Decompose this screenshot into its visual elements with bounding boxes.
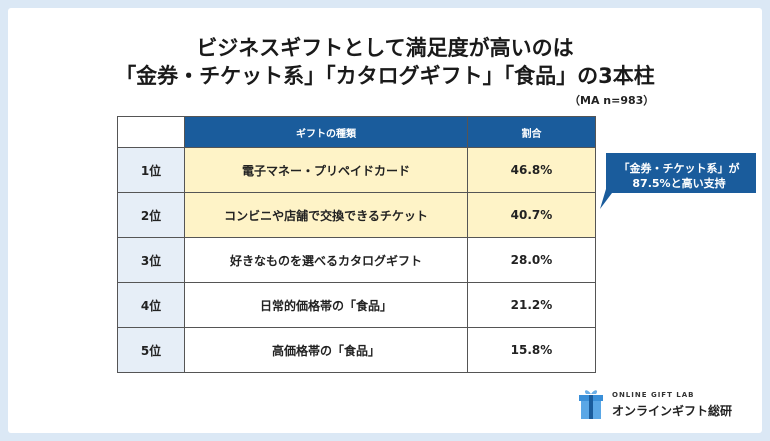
table-row: 5位 高価格帯の「食品」 15.8%	[117, 327, 596, 373]
logo-name: オンラインギフト総研	[612, 404, 733, 418]
brand-logo: ONLINE GIFT LAB オンラインギフト総研	[578, 384, 758, 424]
callout-shape	[600, 153, 756, 209]
table-row: 4位 日常的価格帯の「食品」 21.2%	[117, 282, 596, 328]
rank-cell: 5位	[117, 327, 185, 373]
gift-name-cell: 日常的価格帯の「食品」	[184, 282, 468, 328]
rank-cell: 4位	[117, 282, 185, 328]
table-row: 1位 電子マネー・プリペイドカード 46.8%	[117, 147, 596, 193]
logo-subtitle: ONLINE GIFT LAB	[612, 391, 695, 399]
percentage-cell: 40.7%	[467, 192, 596, 238]
chart-title-line1: ビジネスギフトとして満足度が高いのは	[196, 36, 574, 60]
percentage-cell: 28.0%	[467, 237, 596, 283]
percentage-cell: 21.2%	[467, 282, 596, 328]
percentage-cell: 46.8%	[467, 147, 596, 193]
gift-name-cell: 高価格帯の「食品」	[184, 327, 468, 373]
callout-line2: 87.5%と高い支持	[632, 177, 726, 190]
callout-box: 「金券・チケット系」が 87.5%と高い支持	[600, 153, 756, 209]
rank-cell: 2位	[117, 192, 185, 238]
callout-text: 「金券・チケット系」が 87.5%と高い支持	[606, 161, 752, 191]
header-percentage: 割合	[467, 116, 596, 148]
callout-line1: 「金券・チケット系」が	[618, 162, 740, 175]
gift-name-cell: 好きなものを選べるカタログギフト	[184, 237, 468, 283]
gift-box-icon	[579, 390, 603, 419]
chart-title-line2: 「金券・チケット系」「カタログギフト」「食品」の3本柱	[115, 64, 655, 88]
header-corner	[117, 116, 185, 148]
ranking-table: ギフトの種類 割合 1位 電子マネー・プリペイドカード 46.8% 2位 コンビ…	[117, 116, 596, 373]
rank-cell: 1位	[117, 147, 185, 193]
percentage-cell: 15.8%	[467, 327, 596, 373]
sample-note: （MA n=983）	[569, 94, 655, 107]
rank-cell: 3位	[117, 237, 185, 283]
table-row: 3位 好きなものを選べるカタログギフト 28.0%	[117, 237, 596, 283]
gift-name-cell: 電子マネー・プリペイドカード	[184, 147, 468, 193]
header-gift-type: ギフトの種類	[184, 116, 468, 148]
table-row: 2位 コンビニや店舗で交換できるチケット 40.7%	[117, 192, 596, 238]
gift-name-cell: コンビニや店舗で交換できるチケット	[184, 192, 468, 238]
